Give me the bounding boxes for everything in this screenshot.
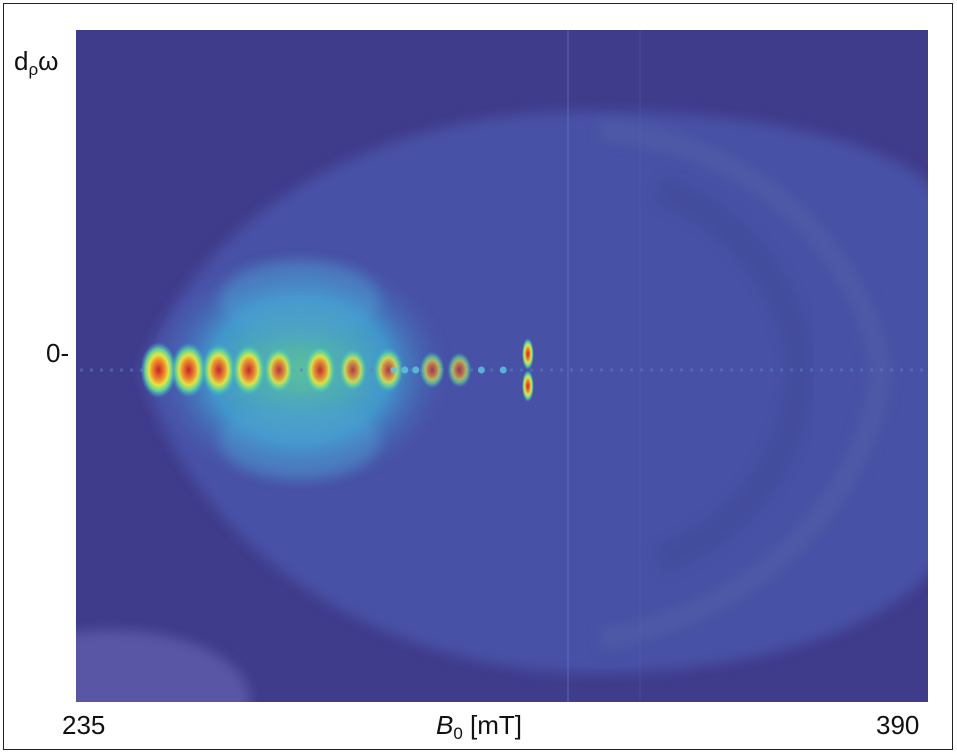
minor-dot-4	[499, 366, 507, 374]
peak-10	[521, 338, 534, 402]
y-axis-label: dρω	[14, 46, 59, 79]
peak-0	[140, 342, 177, 398]
figure-frame	[3, 3, 953, 750]
peak-7	[373, 347, 404, 393]
y-tick-zero: 0-	[46, 338, 70, 368]
peak-6	[338, 348, 368, 392]
minor-dot-0	[390, 366, 398, 374]
peak-2	[201, 343, 236, 397]
minor-dot-2	[412, 366, 420, 374]
peak-1	[171, 342, 207, 398]
x-tick-max: 390	[876, 710, 920, 740]
x-axis-label: B0 [mT]	[436, 710, 523, 743]
x-tick-min: 235	[62, 710, 106, 740]
peak-5	[303, 344, 337, 396]
peak-3	[231, 343, 266, 397]
peak-4	[263, 346, 295, 394]
peak-8	[419, 351, 445, 389]
peak-9	[447, 352, 472, 388]
minor-dot-1	[401, 366, 409, 374]
minor-dot-3	[477, 366, 485, 374]
